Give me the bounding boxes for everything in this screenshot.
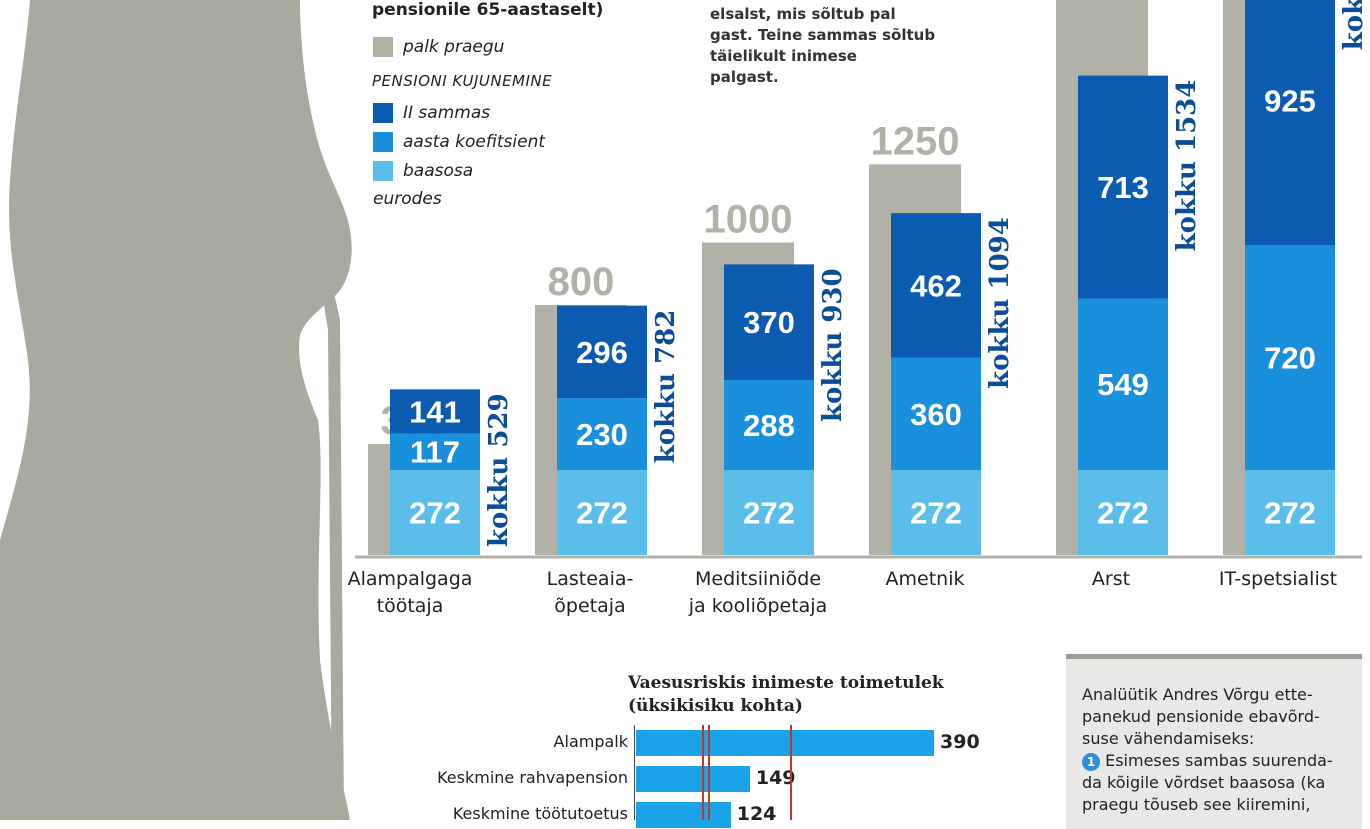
pension-segment-II-sammas <box>390 389 480 434</box>
reference-line <box>708 725 710 820</box>
category-label: IT-spetsialist <box>1218 568 1338 590</box>
legend-item-salary: palk praegu <box>403 37 505 57</box>
pension-segment-baasosa <box>557 470 647 555</box>
total-value-label: kokku <box>1339 0 1369 50</box>
info-line: elsalst, mis sõltub pal <box>710 5 896 23</box>
hbar-value-label: 124 <box>736 803 777 825</box>
proposal-text: Analüütik Andres Võrgu ette-panekud pens… <box>1082 684 1352 816</box>
segment-value-label: 713 <box>1097 170 1149 205</box>
category-label: Ametnik <box>885 568 965 590</box>
category-label: Arst <box>1091 568 1131 590</box>
pension-segment-baasosa <box>1078 470 1168 555</box>
info-text: elsalst, mis sõltub pal gast. Teine samm… <box>710 4 960 88</box>
legend-title: pensionile 65-aastaselt) <box>372 0 604 20</box>
segment-value-label: 141 <box>409 394 461 429</box>
hbar <box>636 766 750 792</box>
second-pillar-swatch <box>373 103 393 123</box>
salary-swatch <box>373 37 393 57</box>
hbar <box>636 802 731 828</box>
segment-value-label: 549 <box>1097 367 1149 402</box>
segment-value-label: 288 <box>743 408 795 443</box>
total-value-label: kokku 1094 <box>985 217 1015 389</box>
hbar-title-line: Vaesusriskis inimeste toimetulek <box>628 673 944 693</box>
legend-item-base: baasosa <box>403 161 474 181</box>
legend-unit: eurodes <box>373 189 442 209</box>
pension-segment-aasta-koefitsient <box>724 380 814 470</box>
pension-segment-aasta-koefitsient <box>1245 245 1335 470</box>
segment-value-label: 272 <box>1264 496 1316 531</box>
pension-segment-aasta-koefitsient <box>557 398 647 470</box>
pension-segment-aasta-koefitsient <box>891 357 981 470</box>
segment-value-label: 462 <box>910 268 962 303</box>
segment-value-label: 272 <box>910 496 962 531</box>
salary-value-label: 1000 <box>704 198 793 242</box>
number-one-icon: 1 <box>1082 753 1100 771</box>
legend-item-second-pillar: II sammas <box>403 103 491 123</box>
info-line: palgast. <box>710 68 779 86</box>
hbar-category-label: Alampalk <box>553 732 628 751</box>
hbar-axis <box>634 725 635 820</box>
legend-item-coefficient: aasta koefitsient <box>403 132 546 152</box>
info-line: gast. Teine sammas sõltub <box>710 26 936 44</box>
segment-value-label: 272 <box>743 496 795 531</box>
coefficient-swatch <box>373 132 393 152</box>
segment-value-label: 360 <box>910 397 962 432</box>
hbar-subtitle-line: (üksikisiku kohta) <box>628 696 803 716</box>
pension-segment-II-sammas <box>1245 0 1335 245</box>
pension-segment-II-sammas <box>724 264 814 380</box>
pension-segment-II-sammas <box>891 213 981 358</box>
reference-line <box>790 725 792 820</box>
segment-value-label: 370 <box>743 305 795 340</box>
proposal-box <box>1066 654 1362 829</box>
segment-value-label: 272 <box>409 496 461 531</box>
salary-value-label: 1250 <box>871 119 960 163</box>
elderly-person-silhouette <box>0 0 352 820</box>
category-label: Meditsiiniõde ja kooliõpetaja <box>688 568 828 617</box>
hbar-category-label: Keskmine rahvapension <box>437 768 628 787</box>
pension-segment-II-sammas <box>1078 75 1168 299</box>
category-label: Lasteaia-õpetaja <box>546 568 634 617</box>
salary-value-label: 800 <box>548 260 615 304</box>
base-swatch <box>373 161 393 181</box>
pension-segment-aasta-koefitsient <box>390 433 480 470</box>
hbar-value-label: 390 <box>940 731 980 753</box>
hbar-category-label: Keskmine töötutoetus <box>452 804 628 823</box>
hbar <box>636 730 934 756</box>
category-label: Alampalgaga töötaja <box>347 568 473 617</box>
pension-segment-baasosa <box>1245 470 1335 555</box>
proposal-item: Esimeses sambas suurenda-da kõigile võrd… <box>1082 751 1333 814</box>
hbar-chart-title: Vaesusriskis inimeste toimetulek (üksiki… <box>628 672 944 718</box>
pension-segment-baasosa <box>724 470 814 555</box>
legend-section-title: PENSIONI KUJUNEMINE <box>372 72 553 90</box>
segment-value-label: 272 <box>576 496 628 531</box>
segment-value-label: 925 <box>1264 83 1316 118</box>
reference-line <box>702 725 704 820</box>
segment-value-label: 720 <box>1264 341 1316 376</box>
total-value-label: kokku 930 <box>818 268 848 422</box>
info-line: täielikult inimese <box>710 47 857 65</box>
segment-value-label: 117 <box>410 435 460 470</box>
segment-value-label: 272 <box>1097 496 1149 531</box>
pension-segment-baasosa <box>891 470 981 555</box>
total-value-label: kokku 782 <box>651 310 681 464</box>
proposal-intro: Analüütik Andres Võrgu ette-panekud pens… <box>1082 685 1320 748</box>
pension-segment-II-sammas <box>557 305 647 399</box>
segment-value-label: 296 <box>576 335 628 370</box>
pension-segment-aasta-koefitsient <box>1078 298 1168 470</box>
total-value-label: kokku 1534 <box>1172 80 1202 252</box>
segment-value-label: 230 <box>576 417 628 452</box>
pension-segment-baasosa <box>390 470 480 555</box>
total-value-label: kokku 529 <box>484 393 514 547</box>
hbar-value-label: 149 <box>755 767 796 789</box>
